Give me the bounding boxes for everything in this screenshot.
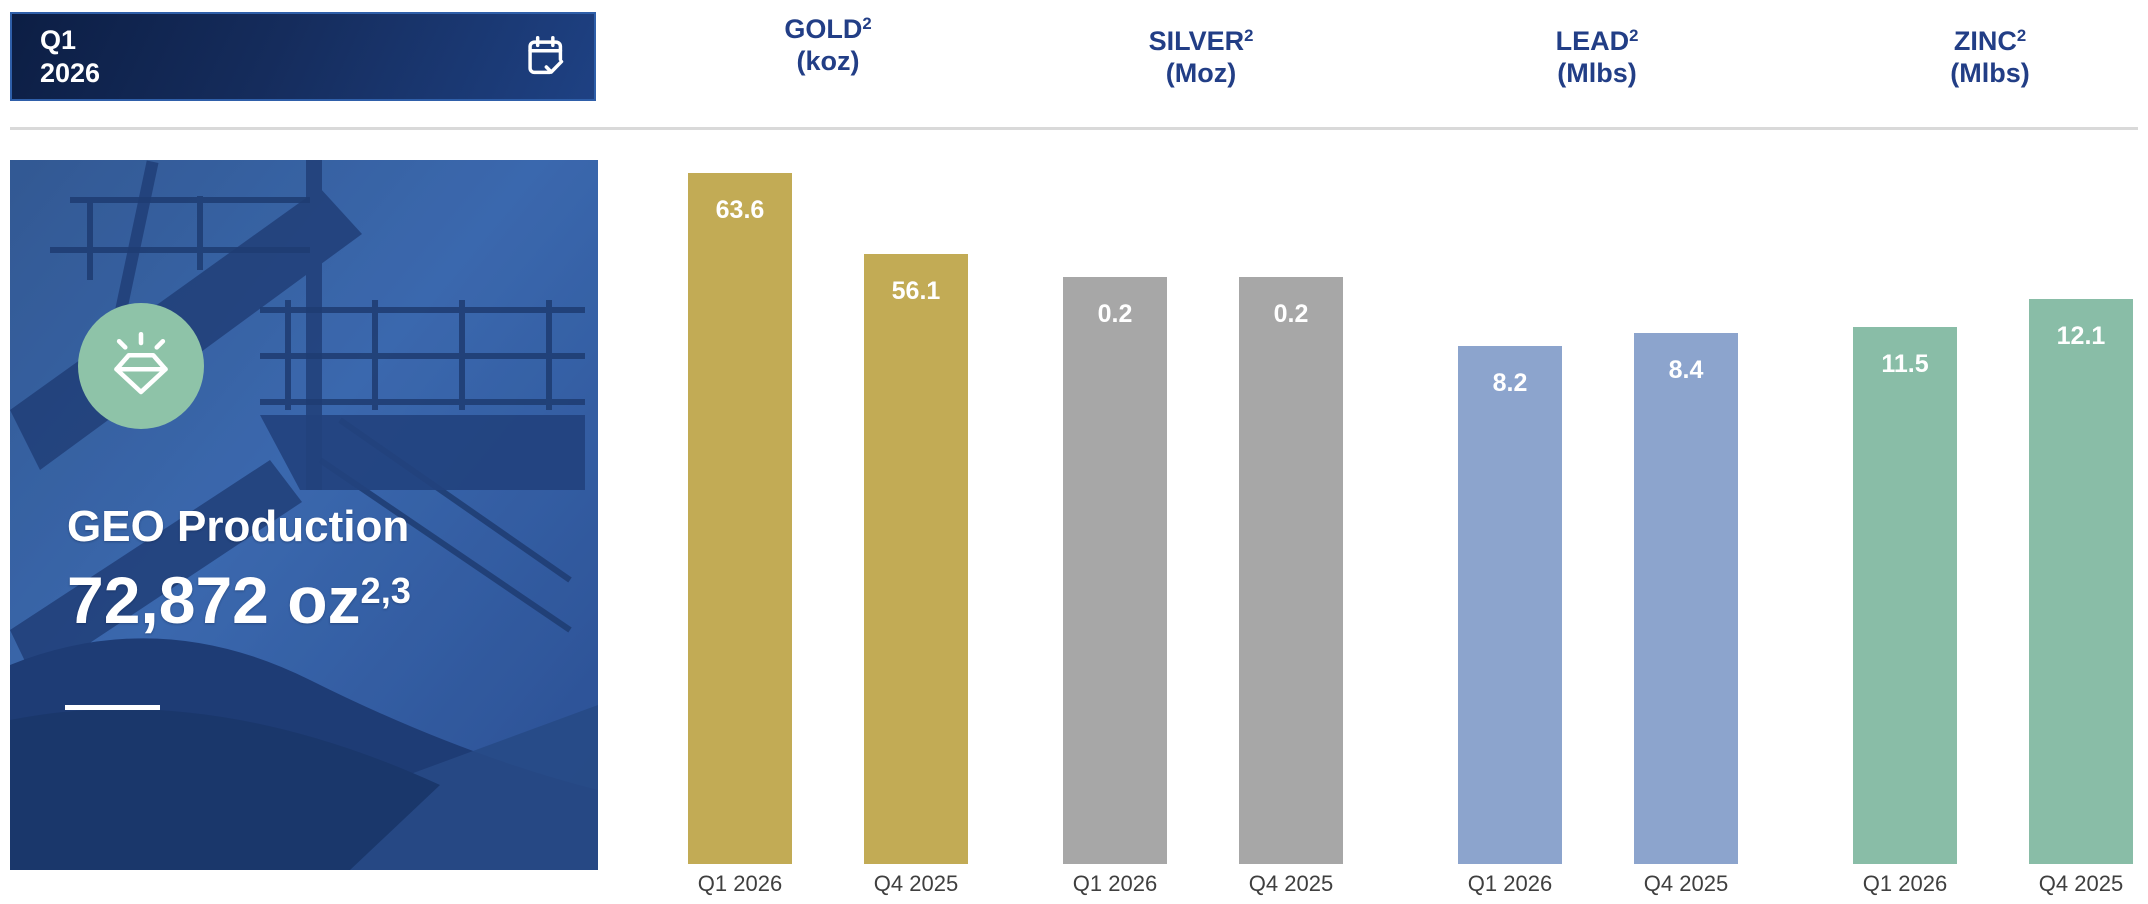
column-title-superscript: 2	[1244, 25, 1254, 45]
hero-value: 72,872 oz2,3	[67, 562, 411, 638]
bar-zinc-q1-2026: 11.5	[1853, 327, 1957, 864]
column-header-zinc: ZINC2 (Mlbs)	[1790, 25, 2148, 90]
geo-production-card: GEO Production 72,872 oz2,3	[10, 160, 598, 870]
column-header-silver: SILVER2 (Moz)	[1001, 25, 1401, 90]
column-unit-silver: (Moz)	[1165, 58, 1237, 89]
category-label-zinc-q1-2026: Q1 2026	[1862, 871, 1948, 896]
hero-title: GEO Production	[67, 502, 410, 551]
bar-lead-q4-2025: 8.4	[1634, 333, 1738, 864]
category-label-zinc-q4-2025: Q4 2025	[2038, 871, 2124, 896]
bar-silver-q4-2025: 0.2	[1239, 277, 1343, 864]
bar-value-label: 56.1	[891, 277, 941, 305]
column-title-superscript: 2	[1629, 25, 1639, 45]
column-header-lead: LEAD2 (Mlbs)	[1397, 25, 1797, 90]
column-unit-zinc: (Mlbs)	[1950, 58, 2030, 89]
period-badge: Q1 2026	[10, 12, 596, 101]
bar-value-label: 8.4	[1668, 356, 1704, 384]
period-year: 2026	[40, 57, 101, 88]
hero-value-superscript: 2,3	[360, 570, 411, 612]
column-title-superscript: 2	[862, 13, 872, 33]
period-text: Q1 2026	[12, 24, 100, 89]
bar-value-label: 11.5	[1881, 350, 1929, 378]
category-label-gold-q1-2026: Q1 2026	[697, 871, 783, 896]
hero-underline	[65, 705, 160, 710]
category-label-gold-q4-2025: Q4 2025	[873, 871, 959, 896]
column-header-gold: GOLD2 (koz)	[628, 13, 1028, 78]
column-unit-gold: (koz)	[796, 46, 860, 77]
calendar-check-icon	[516, 26, 568, 87]
column-title-superscript: 2	[2016, 25, 2027, 45]
bar-gold-q1-2026: 63.6	[688, 173, 792, 864]
bar-gold-q4-2025: 56.1	[864, 254, 968, 864]
bar-value-label: 12.1	[2056, 322, 2106, 350]
column-title-zinc: ZINC2	[1953, 25, 2027, 56]
bar-value-label: 8.2	[1492, 369, 1528, 397]
bar-value-label: 63.6	[715, 196, 765, 224]
category-label-lead-q4-2025: Q4 2025	[1643, 871, 1729, 896]
period-quarter: Q1	[40, 25, 77, 56]
header-divider-line	[10, 127, 2138, 130]
bar-zinc-q4-2025: 12.1	[2029, 299, 2133, 864]
bar-lead-q1-2026: 8.2	[1458, 346, 1562, 864]
bar-value-label: 0.2	[1097, 300, 1133, 328]
mining-plant-photo	[10, 160, 598, 870]
column-title-silver: SILVER2	[1148, 25, 1254, 56]
column-title-lead: LEAD2	[1555, 25, 1639, 56]
column-unit-lead: (Mlbs)	[1557, 58, 1637, 89]
column-title-gold: GOLD2	[784, 13, 872, 44]
category-label-lead-q1-2026: Q1 2026	[1467, 871, 1553, 896]
bar-value-label: 0.2	[1273, 300, 1309, 328]
category-label-silver-q4-2025: Q4 2025	[1248, 871, 1334, 896]
bar-silver-q1-2026: 0.2	[1063, 277, 1167, 864]
diamond-icon-circle	[78, 303, 204, 429]
diamond-icon	[99, 322, 183, 411]
category-label-silver-q1-2026: Q1 2026	[1072, 871, 1158, 896]
hero-value-number: 72,872 oz	[67, 563, 361, 637]
